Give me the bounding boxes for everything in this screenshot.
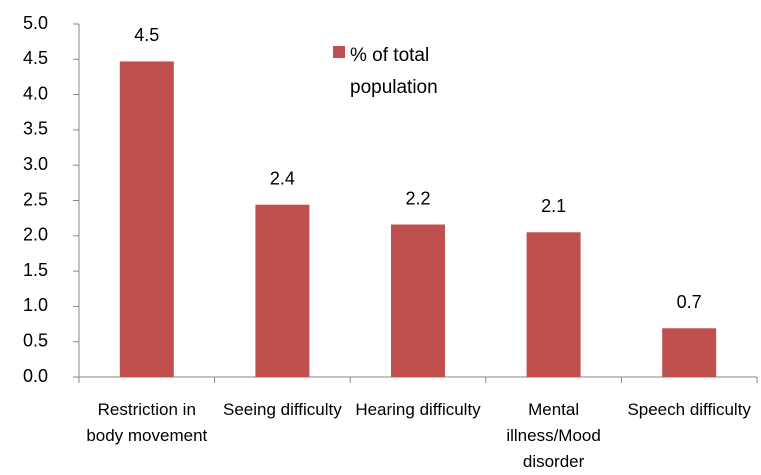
- data-label: 4.5: [134, 25, 159, 45]
- y-tick-label: 3.5: [23, 119, 48, 139]
- y-tick-label: 3.0: [23, 154, 48, 174]
- y-tick-label: 2.0: [23, 225, 48, 245]
- legend-label: % of total population: [350, 45, 438, 98]
- data-label: 2.2: [405, 188, 430, 208]
- y-tick-label: 4.0: [23, 83, 48, 103]
- y-tick-label: 4.5: [23, 48, 48, 68]
- bar: [255, 204, 310, 377]
- data-label: 2.4: [270, 168, 295, 188]
- bar: [662, 328, 717, 377]
- data-label: 2.1: [541, 196, 566, 216]
- y-tick-label: 2.5: [23, 189, 48, 209]
- legend-swatch: [333, 46, 345, 58]
- data-label: 0.7: [677, 292, 702, 312]
- x-tick-label: Speech difficulty: [627, 400, 751, 419]
- x-tick-label: Seeing difficulty: [223, 400, 342, 419]
- x-tick-label: Hearing difficulty: [355, 400, 481, 419]
- y-tick-label: 0.0: [23, 366, 48, 386]
- bar: [119, 61, 174, 377]
- y-tick-label: 0.5: [23, 330, 48, 350]
- x-tick-label: Mental illness/Mood disorder: [506, 400, 601, 471]
- y-tick-label: 5.0: [23, 13, 48, 33]
- bar: [391, 224, 445, 377]
- y-tick-label: 1.5: [23, 260, 48, 280]
- bar: [526, 232, 581, 377]
- y-tick-label: 1.0: [23, 295, 48, 315]
- x-tick-label: Restriction in body movement: [86, 400, 208, 445]
